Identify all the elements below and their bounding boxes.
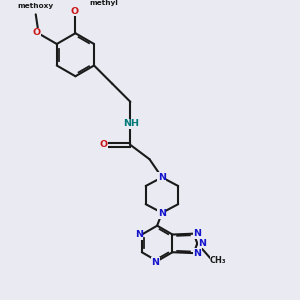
Text: N: N — [158, 173, 166, 182]
Text: O: O — [33, 28, 41, 37]
Text: N: N — [158, 209, 166, 218]
Text: N: N — [151, 257, 159, 266]
Text: methyl: methyl — [90, 0, 119, 6]
Text: CH₃: CH₃ — [210, 256, 226, 265]
Text: O: O — [100, 140, 108, 149]
Text: N: N — [194, 229, 202, 238]
Text: N: N — [198, 239, 206, 248]
Text: methoxy: methoxy — [18, 3, 54, 9]
Text: NH: NH — [123, 119, 139, 128]
Text: N: N — [194, 249, 202, 258]
Text: O: O — [70, 7, 79, 16]
Text: N: N — [135, 230, 143, 239]
